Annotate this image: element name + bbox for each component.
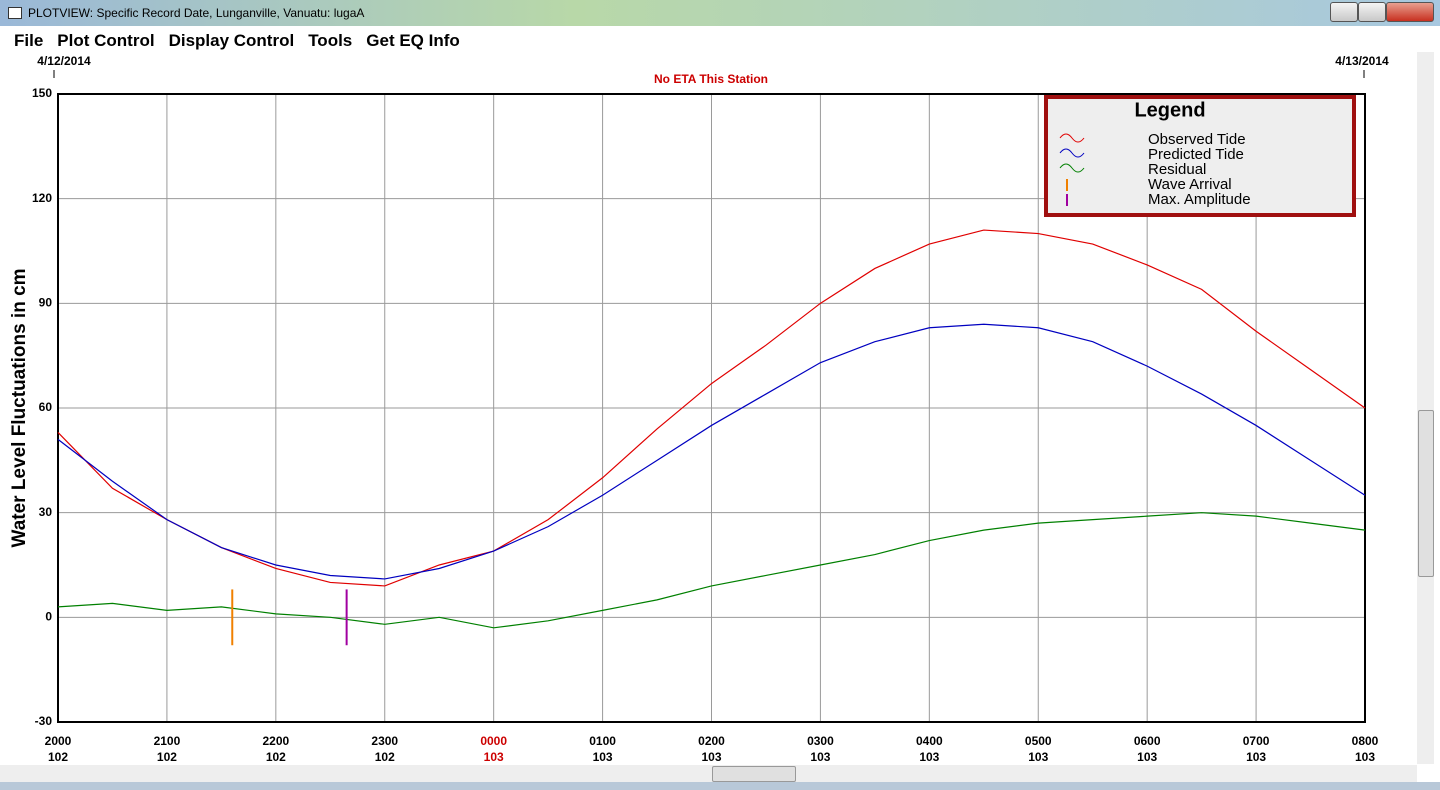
y-tick-label: 0: [45, 610, 52, 624]
x-tick-label: 0400: [916, 734, 943, 748]
app-icon: [8, 7, 22, 19]
x-tick-label: 2100: [154, 734, 181, 748]
x-tick-day: 103: [810, 750, 830, 764]
series-line: [57, 323, 1366, 580]
close-button[interactable]: [1386, 2, 1434, 22]
x-tick-label: 0300: [807, 734, 834, 748]
series-line: [57, 512, 1366, 629]
y-tick-label: 150: [32, 86, 52, 100]
x-tick-day: 102: [375, 750, 395, 764]
legend-icon: [1059, 163, 1085, 173]
y-tick-label: 120: [32, 191, 52, 205]
legend-label: Observed Tide: [1148, 131, 1246, 148]
y-tick-label: 30: [39, 505, 53, 519]
legend-label: Predicted Tide: [1148, 146, 1244, 163]
scroll-thumb[interactable]: [1418, 410, 1434, 577]
x-tick-day: 103: [1246, 750, 1266, 764]
legend-title: Legend: [1134, 99, 1205, 121]
scroll-thumb[interactable]: [712, 766, 796, 782]
chart: 4/12/2014 4/13/2014 No ETA This Station …: [9, 54, 1389, 764]
y-tick-label: 60: [39, 400, 53, 414]
window-title: PLOTVIEW: Specific Record Date, Lunganvi…: [28, 6, 365, 20]
x-tick-day: 103: [484, 750, 504, 764]
y-tick-label: 90: [39, 296, 53, 310]
menu-item[interactable]: Plot Control: [57, 31, 155, 50]
menu-item[interactable]: Tools: [308, 31, 353, 50]
x-tick-day: 103: [1137, 750, 1157, 764]
x-tick-day: 102: [48, 750, 68, 764]
x-tick-label: 0600: [1134, 734, 1161, 748]
menu-item[interactable]: File: [14, 31, 44, 50]
legend-icon: [1059, 148, 1085, 158]
x-tick-label: 0100: [589, 734, 616, 748]
legend-label: Residual: [1148, 161, 1206, 178]
subtitle: No ETA This Station: [654, 72, 768, 86]
x-tick-label: 2000: [45, 734, 72, 748]
legend-box: [1044, 95, 1356, 217]
x-tick-day: 103: [919, 750, 939, 764]
title-bar: PLOTVIEW: Specific Record Date, Lunganvi…: [0, 0, 1440, 26]
x-tick-label: 0500: [1025, 734, 1052, 748]
x-tick-day: 103: [1355, 750, 1375, 764]
maximize-button[interactable]: [1358, 2, 1386, 22]
end-date: 4/13/2014: [1335, 54, 1389, 68]
x-tick-day: 103: [593, 750, 613, 764]
x-tick-day: 103: [701, 750, 721, 764]
y-axis-label: Water Level Fluctuations in cm: [9, 268, 30, 547]
minimize-button[interactable]: [1330, 2, 1358, 22]
legend-label: Max. Amplitude: [1148, 191, 1251, 208]
x-tick-label: 0200: [698, 734, 725, 748]
x-tick-day: 102: [266, 750, 286, 764]
menu-item[interactable]: Display Control: [168, 31, 295, 50]
x-tick-day: 103: [1028, 750, 1048, 764]
x-tick-label: 2300: [371, 734, 398, 748]
series-line: [57, 229, 1366, 587]
menu-item[interactable]: Get EQ Info: [366, 31, 460, 50]
x-tick-label: 0000: [480, 734, 507, 748]
x-tick-label: 0700: [1243, 734, 1270, 748]
legend-label: Wave Arrival: [1148, 176, 1232, 193]
window-border: [0, 782, 1440, 790]
x-tick-label: 2200: [262, 734, 289, 748]
x-tick-day: 102: [157, 750, 177, 764]
x-tick-label: 0800: [1352, 734, 1379, 748]
start-date: 4/12/2014: [37, 54, 91, 68]
vertical-scrollbar[interactable]: [1417, 52, 1434, 764]
horizontal-scrollbar[interactable]: [0, 765, 1417, 782]
y-tick-label: -30: [35, 714, 53, 728]
legend-icon: [1059, 133, 1085, 143]
menu-bar: File Plot Control Display Control Tools Get …: [0, 26, 1440, 52]
